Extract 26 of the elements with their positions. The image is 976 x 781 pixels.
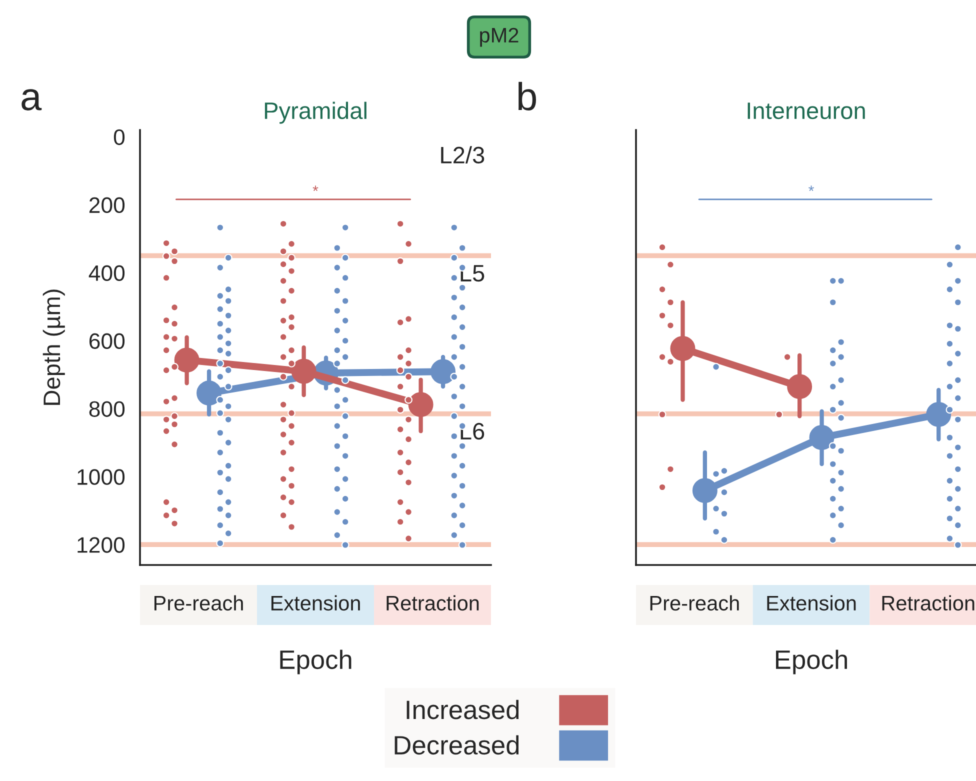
annotation: *: [312, 186, 318, 192]
x-axis-title: Epoch: [280, 650, 352, 674]
x-tick-label: Extension: [271, 595, 360, 611]
x-tick-label: Retraction: [386, 595, 479, 611]
text: b: [518, 82, 536, 110]
x-tick-label: Retraction: [882, 595, 974, 611]
x-axis-title: Epoch: [776, 650, 847, 674]
chart-title: Interneuron: [748, 102, 865, 120]
y-tick-label: 400: [88, 265, 125, 282]
x-tick-label: Extension: [767, 595, 856, 611]
y-tick-label: 1200: [78, 537, 125, 553]
y-tick-label: 200: [89, 197, 125, 214]
y-tick-label: 0: [114, 129, 125, 146]
y-tick-label: 600: [89, 333, 125, 349]
text: a: [22, 89, 42, 110]
y-tick-label: 800: [89, 401, 125, 417]
legend-label: Decreased: [394, 735, 519, 755]
annotation: L2/3: [441, 146, 484, 164]
x-tick-label: Pre-reach: [154, 595, 243, 611]
annotation: *: [808, 186, 814, 192]
text: pM2: [480, 28, 518, 47]
y-axis-title: Depth (µm): [42, 290, 65, 405]
legend-label: Increased: [406, 700, 519, 720]
y-tick-label: 1000: [78, 469, 125, 485]
x-tick-label: Pre-reach: [650, 595, 739, 611]
chart-title: Pyramidal: [264, 102, 366, 124]
